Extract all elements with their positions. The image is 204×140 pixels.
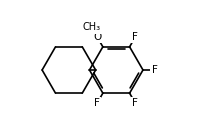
Text: F: F xyxy=(132,32,138,42)
Text: F: F xyxy=(132,98,138,108)
Text: F: F xyxy=(94,98,100,108)
Text: O: O xyxy=(92,32,101,42)
Text: CH₃: CH₃ xyxy=(82,22,100,32)
Text: F: F xyxy=(151,65,157,75)
